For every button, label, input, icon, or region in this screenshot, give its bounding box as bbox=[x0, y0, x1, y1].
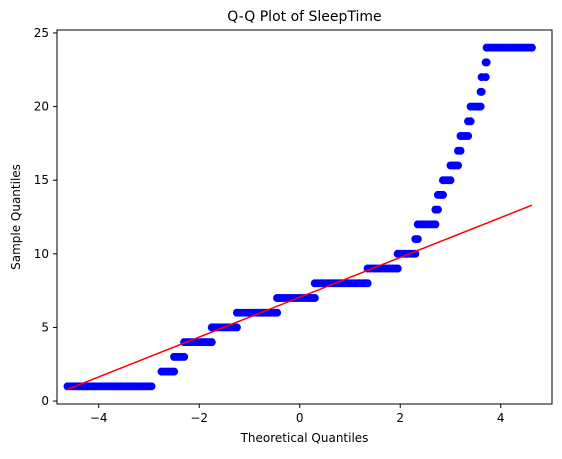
sample-point bbox=[464, 132, 473, 141]
reference-line-group bbox=[67, 204, 533, 390]
sample-point bbox=[363, 279, 372, 288]
sample-point bbox=[431, 220, 440, 229]
sample-point bbox=[310, 293, 319, 302]
sample-point bbox=[147, 382, 156, 391]
x-tick-label: −4 bbox=[90, 411, 108, 425]
y-axis-label: Sample Quantiles bbox=[9, 164, 23, 270]
y-tick-label: 20 bbox=[34, 100, 49, 114]
sample-point bbox=[527, 43, 536, 52]
chart-title: Q-Q Plot of SleepTime bbox=[227, 9, 381, 25]
sample-point bbox=[438, 190, 447, 199]
x-tick-label: 4 bbox=[497, 411, 505, 425]
y-tick-label: 0 bbox=[41, 394, 49, 408]
x-tick-label: 0 bbox=[296, 411, 304, 425]
sample-point bbox=[180, 352, 189, 361]
y-tick-label: 10 bbox=[34, 247, 49, 261]
sample-point bbox=[413, 235, 422, 244]
y-tick-label: 5 bbox=[41, 320, 49, 334]
x-tick-label: −2 bbox=[190, 411, 208, 425]
sample-point bbox=[170, 367, 179, 376]
sample-point bbox=[476, 102, 485, 111]
plot-area bbox=[56, 29, 553, 405]
sample-point bbox=[207, 338, 216, 347]
x-axis-ticks: −4 −2 0 2 4 bbox=[90, 404, 505, 425]
sample-point bbox=[482, 58, 491, 67]
sample-point bbox=[232, 323, 241, 332]
sample-point bbox=[456, 146, 465, 155]
sample-point bbox=[466, 117, 475, 126]
x-axis-label: Theoretical Quantiles bbox=[240, 431, 369, 445]
sample-point bbox=[477, 87, 486, 96]
sample-point bbox=[446, 176, 455, 185]
x-tick-label: 2 bbox=[396, 411, 404, 425]
y-tick-label: 25 bbox=[34, 26, 49, 40]
sample-point bbox=[273, 308, 282, 317]
sample-point bbox=[393, 264, 402, 273]
sample-point bbox=[433, 205, 442, 214]
y-tick-label: 15 bbox=[34, 173, 49, 187]
y-axis-ticks: 0 5 10 15 20 25 bbox=[34, 26, 57, 408]
reference-line bbox=[67, 204, 533, 390]
sample-point bbox=[481, 73, 490, 82]
sample-point bbox=[454, 161, 463, 170]
